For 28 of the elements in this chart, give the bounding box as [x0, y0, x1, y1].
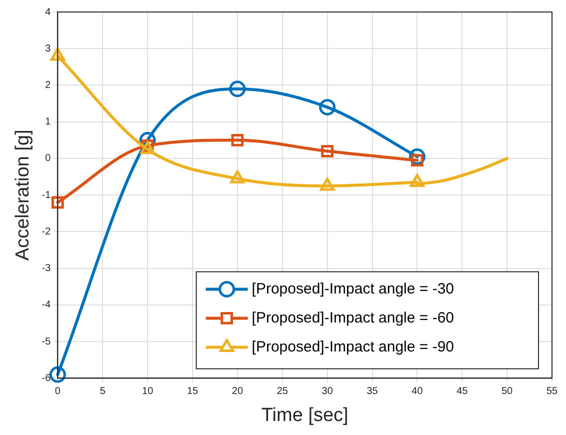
y-tick-label: -5: [42, 336, 52, 348]
y-tick-label: 2: [45, 80, 52, 91]
x-tick-label: 55: [546, 386, 558, 397]
legend-label: [Proposed]-Impact angle = -30: [252, 280, 454, 298]
y-tick-label: -1: [42, 190, 52, 201]
x-tick-label: 25: [276, 386, 288, 397]
y-tick-label: -2: [42, 226, 52, 238]
x-tick-label: 20: [232, 386, 244, 397]
y-tick-label: -6: [42, 372, 52, 384]
y-tick-label: -4: [42, 300, 52, 311]
y-tick-label: 0: [45, 153, 52, 164]
y-tick-label: 4: [45, 6, 52, 18]
legend-label: [Proposed]-Impact angle = -90: [252, 338, 454, 356]
y-tick-label: 3: [45, 43, 52, 54]
x-tick-label: 5: [100, 386, 106, 397]
x-tick-label: 15: [186, 386, 198, 397]
y-axis-title: Acceleration [g]: [12, 130, 34, 261]
x-tick-label: 35: [366, 386, 378, 397]
x-tick-label: 0: [54, 386, 61, 397]
x-tick-label: 40: [412, 386, 424, 397]
x-tick-label: 45: [456, 386, 468, 397]
legend-label: [Proposed]-Impact angle = -60: [252, 309, 454, 326]
y-tick-label: -3: [42, 263, 52, 274]
x-tick-label: 10: [142, 386, 154, 397]
x-axis-title: Time [sec]: [261, 404, 348, 426]
x-tick-label: 30: [322, 386, 334, 397]
x-tick-label: 50: [502, 386, 514, 397]
y-tick-label: 1: [45, 116, 52, 128]
